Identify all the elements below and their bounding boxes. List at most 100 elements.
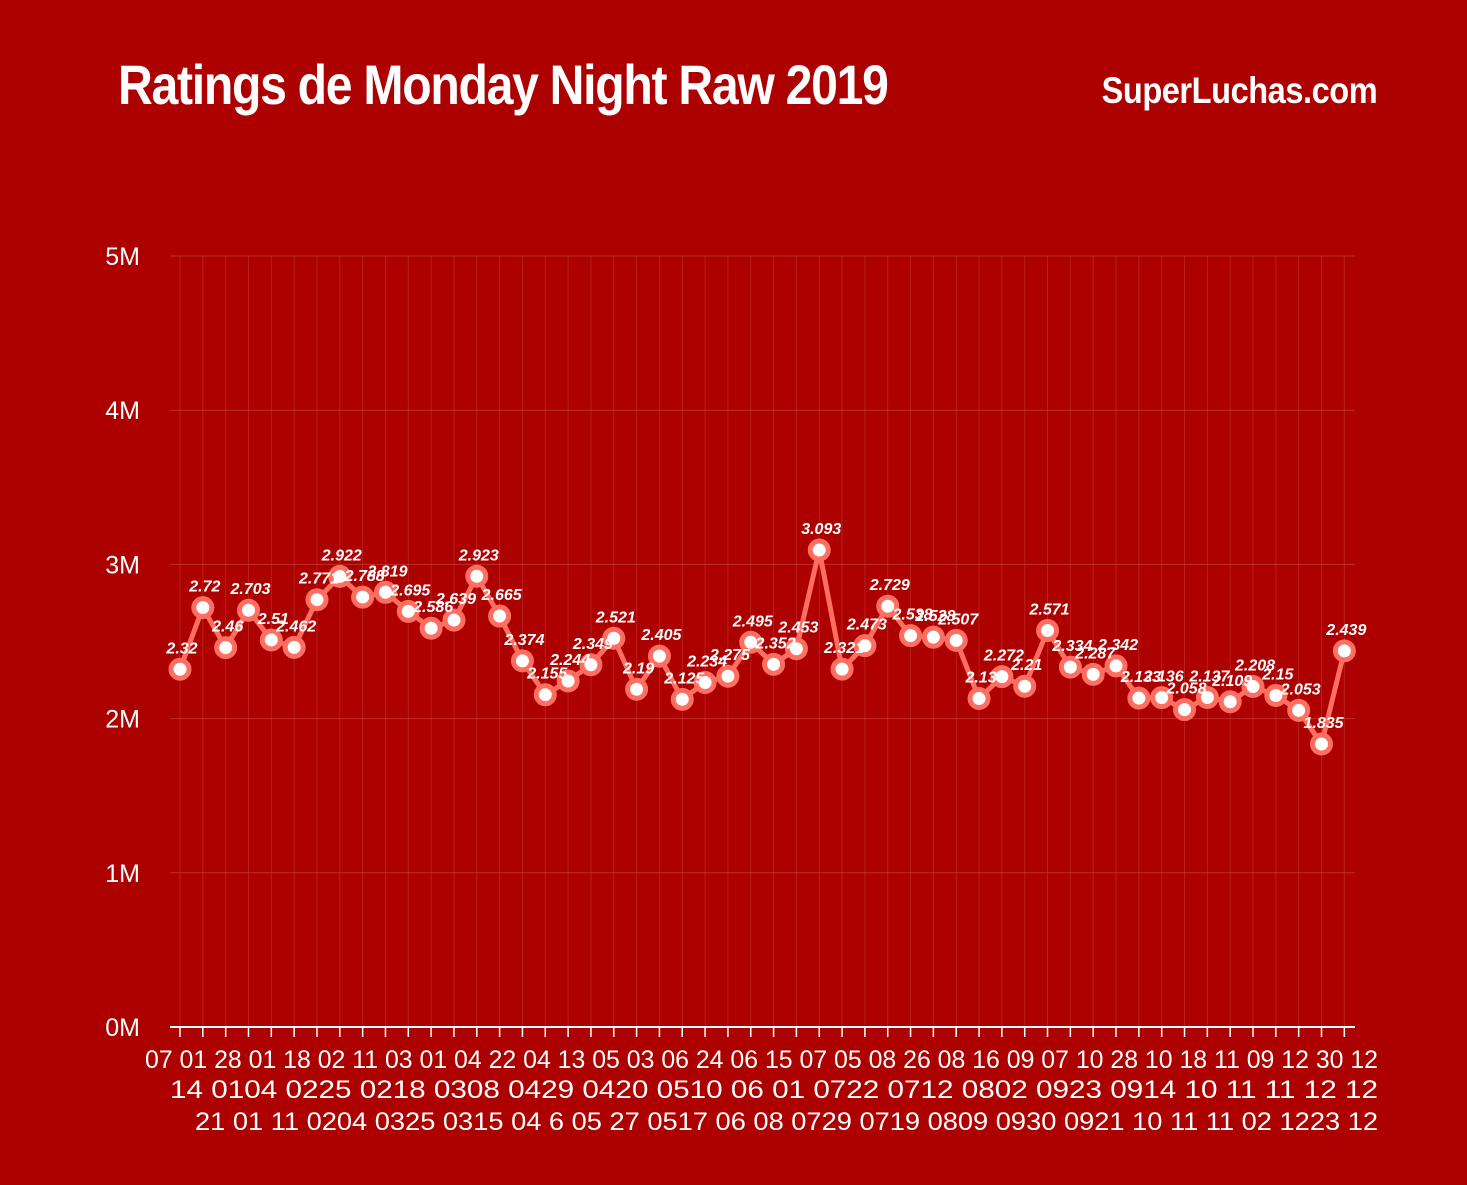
- data-label: 2.272: [983, 648, 1024, 665]
- data-label: 2.208: [1234, 658, 1275, 675]
- data-point: [647, 644, 671, 668]
- data-point: [1081, 662, 1105, 686]
- data-label: 2.521: [595, 609, 636, 626]
- data-point: [602, 626, 626, 650]
- data-label: 2.155: [526, 666, 568, 683]
- data-point: [944, 628, 968, 652]
- y-tick-label: 5M: [105, 243, 140, 271]
- data-label: 2.32: [165, 640, 197, 657]
- data-label: 2.058: [1165, 681, 1206, 698]
- chart-title: Ratings de Monday Night Raw 2019: [118, 53, 889, 116]
- data-point: [784, 637, 808, 661]
- data-point: [739, 630, 763, 654]
- data-label: 2.15: [1261, 666, 1294, 683]
- data-point: [1127, 686, 1151, 710]
- data-labels: 2.32 2.72 2.46 2.703 2.512.462 2.771 2.922 2.78…: [165, 521, 1366, 732]
- data-point: [419, 616, 443, 640]
- data-label: 2.538: [892, 607, 933, 624]
- data-label: 2.334: [1051, 638, 1092, 655]
- data-point: [191, 596, 215, 620]
- data-point: [305, 588, 329, 612]
- data-label: 2.923: [458, 547, 499, 564]
- data-label: 2.51: [257, 611, 289, 628]
- series-layer: [168, 538, 1356, 756]
- data-point: [396, 599, 420, 623]
- data-label: 2.788: [344, 568, 385, 585]
- data-label: 2.771: [298, 571, 339, 588]
- data-point: [807, 538, 831, 562]
- data-point: [1264, 683, 1288, 707]
- data-label: 2.495: [732, 613, 774, 630]
- data-point: [1195, 685, 1219, 709]
- x-tick-label-row: 21 01 11 0204 0325 0315 04 6 05 27 0517 …: [195, 1108, 1378, 1136]
- data-point: [716, 664, 740, 688]
- data-label: 2.349: [572, 636, 613, 653]
- y-tick-label: 1M: [105, 860, 140, 888]
- data-point: [168, 657, 192, 681]
- data-label: 2.571: [1029, 602, 1070, 619]
- data-label: 3.093: [801, 521, 841, 538]
- data-label: 2.136: [1143, 669, 1184, 686]
- y-tick-label: 0M: [105, 1014, 140, 1042]
- data-label: 2.922: [321, 547, 362, 564]
- data-point: [693, 671, 717, 695]
- data-label: 2.342: [1097, 637, 1138, 654]
- data-label: 2.137: [1188, 668, 1230, 685]
- x-tick-label-row: 07 01 28 01 18 02 11 03 01 04 22 04 13 0…: [145, 1046, 1378, 1074]
- data-label: 1.835: [1303, 715, 1344, 732]
- data-point: [373, 580, 397, 604]
- data-label: 2.21: [1010, 657, 1042, 674]
- data-point: [1241, 675, 1265, 699]
- data-label: 2.275: [709, 647, 751, 664]
- data-label: 2.703: [229, 581, 270, 598]
- data-label: 2.13: [964, 670, 996, 687]
- data-label: 2.729: [869, 577, 910, 594]
- grid-lines: [170, 255, 1355, 1028]
- data-point: [488, 604, 512, 628]
- data-point: [1058, 655, 1082, 679]
- data-label: 2.439: [1325, 622, 1366, 639]
- data-point: [762, 652, 786, 676]
- data-point: [259, 628, 283, 652]
- data-label: 2.665: [481, 587, 523, 604]
- y-axis: 0M 1M 2M 3M 4M 5M: [105, 243, 140, 1042]
- data-point: [510, 649, 534, 673]
- data-label: 2.125: [663, 670, 705, 687]
- data-label: 2.453: [777, 620, 818, 637]
- data-point: [670, 687, 694, 711]
- data-point: [442, 608, 466, 632]
- data-point: [556, 669, 580, 693]
- data-label: 2.19: [622, 660, 654, 677]
- data-label: 2.109: [1211, 673, 1252, 690]
- data-label: 2.695: [389, 582, 431, 599]
- data-label: 2.244: [549, 652, 590, 669]
- data-point: [967, 687, 991, 711]
- data-label: 2.507: [937, 611, 979, 628]
- data-label: 2.819: [366, 563, 407, 580]
- data-point: [579, 653, 603, 677]
- data-label: 2.287: [1074, 645, 1116, 662]
- brand-logo-text: SuperLuchas.com: [1101, 70, 1377, 111]
- data-label: 2.321: [823, 640, 864, 657]
- data-point: [328, 564, 352, 588]
- data-point: [1036, 619, 1060, 643]
- y-tick-label: 2M: [105, 706, 140, 734]
- data-label: 2.133: [1120, 669, 1161, 686]
- data-point: [990, 665, 1014, 689]
- data-label: 2.46: [211, 619, 243, 636]
- data-point: [351, 585, 375, 609]
- data-label: 2.72: [188, 579, 220, 596]
- data-label: 2.374: [503, 632, 544, 649]
- data-label: 2.462: [275, 618, 316, 635]
- data-label: 2.234: [686, 654, 727, 671]
- data-point: [1218, 690, 1242, 714]
- y-tick-label: 3M: [105, 551, 140, 579]
- data-point: [1287, 698, 1311, 722]
- data-label: 2.473: [846, 617, 887, 634]
- data-point: [214, 636, 238, 660]
- data-point: [533, 683, 557, 707]
- data-point: [1310, 732, 1333, 756]
- x-axis: 07 01 28 01 18 02 11 03 01 04 22 04 13 0…: [145, 1027, 1378, 1136]
- x-tick-label-row: 14 0104 0225 0218 0308 0429 0420 0510 06…: [170, 1076, 1378, 1104]
